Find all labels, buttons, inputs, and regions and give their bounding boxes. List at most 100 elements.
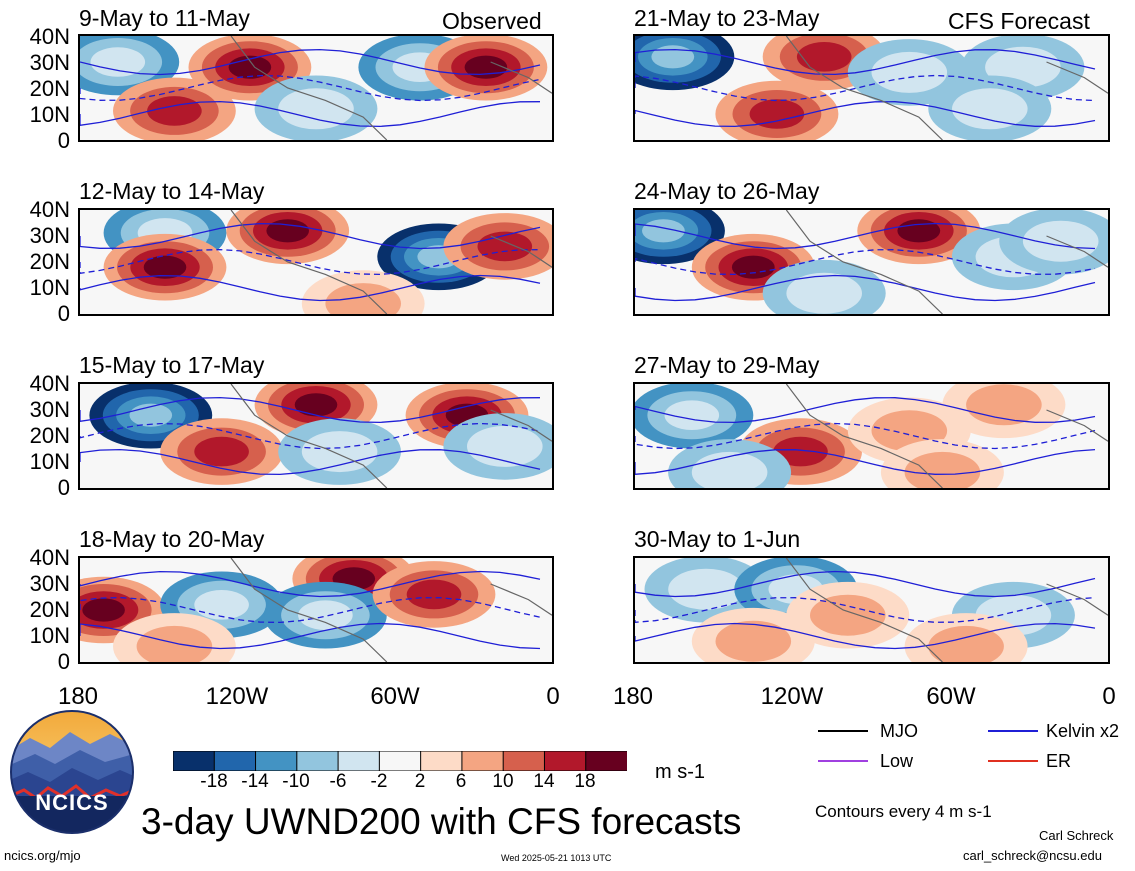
map-field [80, 558, 552, 662]
colorbar-swatch [213, 750, 257, 772]
kelvin-contour [80, 48, 541, 76]
map-panel [78, 208, 554, 316]
lat-tick-label: 20N [29, 76, 70, 101]
lon-tick-label: 0 [546, 683, 560, 710]
legend-label-mjo: MJO [880, 721, 918, 741]
wind-anomaly-blob [928, 625, 1004, 662]
footer-timestamp: Wed 2025-05-21 1013 UTC [501, 853, 612, 863]
kelvin-contour [80, 248, 541, 276]
lat-tick-label: 10N [29, 275, 70, 300]
wind-anomaly-blob [796, 42, 852, 72]
legend-line-kelvin [988, 730, 1038, 732]
panel-title: 9-May to 11-May [79, 5, 250, 31]
lat-tick-label: 20N [29, 423, 70, 448]
colorbar-label: 6 [455, 771, 467, 792]
colorbar-units: m s-1 [655, 761, 705, 783]
lat-tick-label: 40N [29, 545, 70, 570]
colorbar-label: 14 [533, 771, 555, 792]
map-field [635, 558, 1108, 662]
map-panel [78, 556, 554, 664]
lat-tick-label: 0 [57, 128, 70, 153]
lat-tick-label: 40N [29, 24, 70, 49]
lat-tick-label: 10N [29, 102, 70, 127]
kelvin-contour [80, 570, 541, 598]
panel-title: 24-May to 26-May [634, 178, 820, 204]
lat-tick-label: 30N [29, 223, 70, 248]
legend-line-mjo [818, 730, 868, 732]
kelvin-contour [80, 222, 541, 250]
colorbar-swatch [296, 750, 340, 772]
map-field [80, 36, 552, 140]
kelvin-contour [635, 249, 1096, 276]
kelvin-contour [80, 274, 541, 302]
observed-label: Observed [442, 8, 542, 34]
forecast-label: CFS Forecast [948, 8, 1090, 34]
panel-title: 21-May to 23-May [634, 5, 820, 31]
lat-tick-label: 30N [29, 571, 70, 596]
wind-anomaly-blob [90, 47, 146, 77]
colorbar-swatch [585, 750, 629, 772]
lon-tick-label: 180 [612, 683, 654, 710]
panel-title: 27-May to 29-May [634, 352, 820, 378]
kelvin-contour [635, 622, 1096, 650]
contour-note: Contours every 4 m s-1 [815, 802, 992, 821]
ncics-logo: NCICS [10, 710, 134, 834]
lat-tick-label: 40N [29, 197, 70, 222]
kelvin-contour [80, 622, 541, 650]
footer-email: carl_schreck@ncsu.edu [963, 848, 1102, 863]
footer-url: ncics.org/mjo [4, 848, 81, 863]
lat-tick-label: 30N [29, 397, 70, 422]
kelvin-contour [635, 222, 1096, 250]
wind-anomaly-blob [266, 219, 309, 243]
wind-anomaly-blob [668, 568, 744, 610]
kelvin-contour [635, 74, 1096, 102]
colorbar-label: 10 [492, 771, 514, 792]
kelvin-contour [635, 596, 1096, 623]
kelvin-contour [80, 100, 541, 128]
kelvin-contour [80, 396, 541, 424]
colorbar-swatch [461, 750, 505, 772]
wind-anomaly-blob [731, 255, 775, 279]
lat-tick-label: 20N [29, 597, 70, 622]
lon-tick-label: 0 [1102, 683, 1116, 710]
map-field [80, 384, 552, 488]
kelvin-contour [80, 448, 541, 476]
coastline [785, 558, 1108, 662]
legend-line-low [818, 760, 868, 762]
map-field [635, 210, 1108, 314]
wind-anomaly-blob [904, 451, 981, 488]
footer-author: Carl Schreck [1039, 828, 1114, 843]
kelvin-contour [635, 448, 1096, 475]
kelvin-contour [635, 274, 1096, 302]
colorbar-swatch [172, 750, 216, 772]
map-field [635, 36, 1108, 140]
coastline [230, 558, 552, 662]
lon-tick-label: 180 [57, 683, 99, 710]
map-field [80, 210, 552, 314]
colorbar-label: -6 [329, 771, 347, 792]
wind-anomaly-blob [642, 219, 685, 243]
map-panel [78, 382, 554, 490]
kelvin-contour [635, 48, 1096, 76]
lat-tick-label: 0 [57, 649, 70, 674]
kelvin-contour [80, 596, 541, 624]
wind-anomaly-blob [82, 598, 125, 622]
lon-tick-label: 120W [205, 683, 269, 710]
lon-tick-label: 60W [926, 683, 976, 710]
wind-anomaly-blob [871, 51, 948, 93]
colorbar-swatch [378, 750, 422, 772]
colorbar [172, 750, 629, 772]
wind-anomaly-blob [897, 219, 941, 243]
lat-tick-label: 0 [57, 301, 70, 326]
kelvin-contour [635, 422, 1096, 450]
colorbar-label: -18 [200, 771, 228, 792]
legend-line-er [988, 760, 1038, 762]
legend-label-low: Low [880, 751, 914, 771]
wind-anomaly-blob [651, 45, 695, 69]
logo-text: NCICS [35, 790, 109, 815]
wind-anomaly-blob [664, 400, 720, 430]
coastline [785, 210, 1108, 314]
wind-anomaly-blob [147, 96, 202, 126]
legend-label-kelvin: Kelvin x2 [1046, 721, 1120, 741]
coastline [230, 210, 552, 314]
